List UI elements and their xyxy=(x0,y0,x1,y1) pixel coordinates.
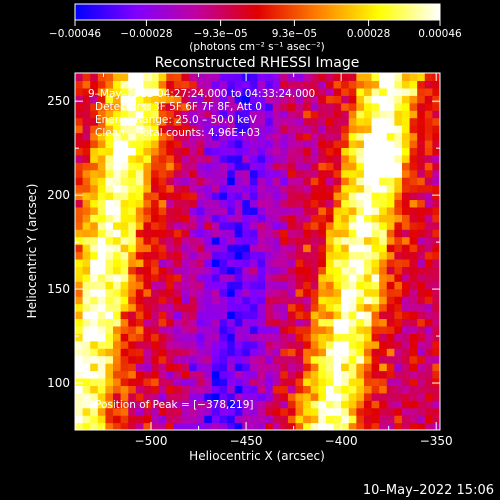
plot-frame xyxy=(74,72,441,431)
colorbar-unit-label: (photons cm⁻² s⁻¹ asec⁻²) xyxy=(189,41,324,53)
colorbar-tick-label: 0.00028 xyxy=(347,28,390,40)
heatmap-image xyxy=(75,73,440,430)
axis-ticks: −500 −450 −400 −350 100 150 200 250 xyxy=(47,73,453,448)
colorbar-ticks: −0.00046 −0.00028 −9.3e−05 9.3e−05 0.00028 0.… xyxy=(49,20,462,40)
y-tick-label: 200 xyxy=(47,188,70,202)
annotation-detectors: Detectors: 3F 5F 6F 7F 8F, Att 0 xyxy=(95,101,262,113)
colorbar-tick-label: −0.00046 xyxy=(49,28,102,40)
chart-title: Reconstructed RHESSI Image xyxy=(155,55,360,71)
colorbar-tick-label: −0.00028 xyxy=(120,28,172,40)
colorbar xyxy=(74,3,441,21)
footer-timestamp: 10–May–2022 15:06 xyxy=(363,483,494,498)
x-tick-label: −450 xyxy=(230,434,263,448)
x-tick-label: −400 xyxy=(325,434,358,448)
x-tick-label: −500 xyxy=(135,434,168,448)
colorbar-tick-label: 9.3e−05 xyxy=(272,28,317,40)
peak-position-label: Position of Peak = [−378,219] xyxy=(95,399,254,411)
y-tick-label: 250 xyxy=(47,94,70,108)
annotation-block: 9–May–2012 04:27:24.000 to 04:33:24.000 … xyxy=(88,88,315,139)
annotation-time-range: 9–May–2012 04:27:24.000 to 04:33:24.000 xyxy=(88,88,315,100)
annotation-clean-counts: Clean Total counts: 4.96E+03 xyxy=(95,127,260,139)
x-tick-label: −350 xyxy=(420,434,453,448)
y-tick-label: 150 xyxy=(47,282,70,296)
y-axis-label: Heliocentric Y (arcsec) xyxy=(25,184,39,319)
annotation-energy-range: Energy Range: 25.0 – 50.0 keV xyxy=(95,114,257,126)
y-tick-label: 100 xyxy=(47,376,70,390)
colorbar-tick-label: 0.00046 xyxy=(418,28,462,40)
colorbar-tick-label: −9.3e−05 xyxy=(194,28,248,40)
x-axis-label: Heliocentric X (arcsec) xyxy=(189,449,325,463)
